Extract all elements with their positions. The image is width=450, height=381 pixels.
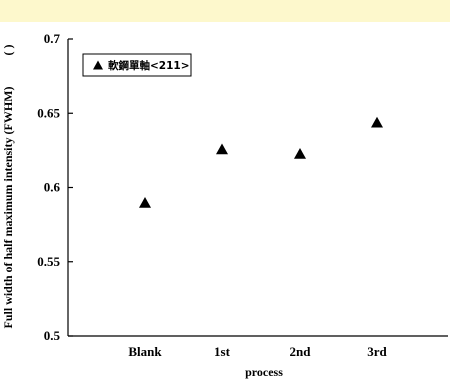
legend-label: 軟鋼單軸<211> <box>108 59 190 72</box>
y-tick-label: 0.5 <box>44 328 61 343</box>
legend-triangle-marker <box>93 60 103 70</box>
data-point-triangle <box>139 196 151 208</box>
header-band <box>0 0 450 22</box>
data-point-triangle <box>294 147 306 159</box>
x-axis-label: process <box>245 365 283 379</box>
legend-box <box>82 53 192 77</box>
data-point-triangle <box>371 116 383 128</box>
x-tick-label: Blank <box>128 344 162 359</box>
x-tick-label: 2nd <box>290 344 312 359</box>
x-axis-ticks: Blank 1st 2nd 3rd <box>128 344 387 359</box>
y-axis-label: Full width of half maximum intensity (FW… <box>1 86 15 328</box>
x-tick-label: 1st <box>214 344 231 359</box>
y-tick-label: 0.6 <box>44 180 61 195</box>
y-axis-ticks: 0.5 0.55 0.6 0.65 0.7 <box>37 31 73 343</box>
y-tick-label: 0.7 <box>44 31 61 46</box>
y-tick-label: 0.65 <box>37 105 60 120</box>
x-tick-label: 3rd <box>367 344 387 359</box>
y-tick-label: 0.55 <box>37 254 60 269</box>
y-axis-unit: ( ) <box>1 45 15 56</box>
data-point-triangle <box>216 143 228 155</box>
legend: 軟鋼單軸<211> <box>82 53 192 77</box>
data-points <box>139 116 383 208</box>
